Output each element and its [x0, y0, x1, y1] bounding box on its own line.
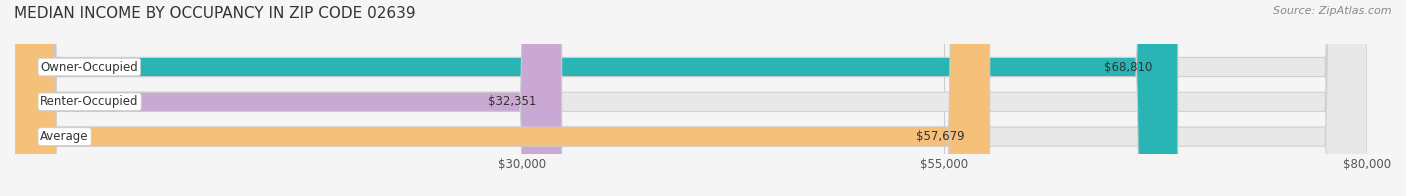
FancyBboxPatch shape [15, 0, 1367, 196]
FancyBboxPatch shape [15, 0, 562, 196]
Text: $68,810: $68,810 [1104, 61, 1153, 74]
Text: Source: ZipAtlas.com: Source: ZipAtlas.com [1274, 6, 1392, 16]
Text: Average: Average [41, 130, 89, 143]
Text: MEDIAN INCOME BY OCCUPANCY IN ZIP CODE 02639: MEDIAN INCOME BY OCCUPANCY IN ZIP CODE 0… [14, 6, 416, 21]
FancyBboxPatch shape [15, 0, 990, 196]
FancyBboxPatch shape [15, 0, 1178, 196]
Text: $57,679: $57,679 [915, 130, 965, 143]
Text: $32,351: $32,351 [488, 95, 536, 108]
Text: Renter-Occupied: Renter-Occupied [41, 95, 139, 108]
Text: Owner-Occupied: Owner-Occupied [41, 61, 138, 74]
FancyBboxPatch shape [15, 0, 1367, 196]
FancyBboxPatch shape [15, 0, 1367, 196]
